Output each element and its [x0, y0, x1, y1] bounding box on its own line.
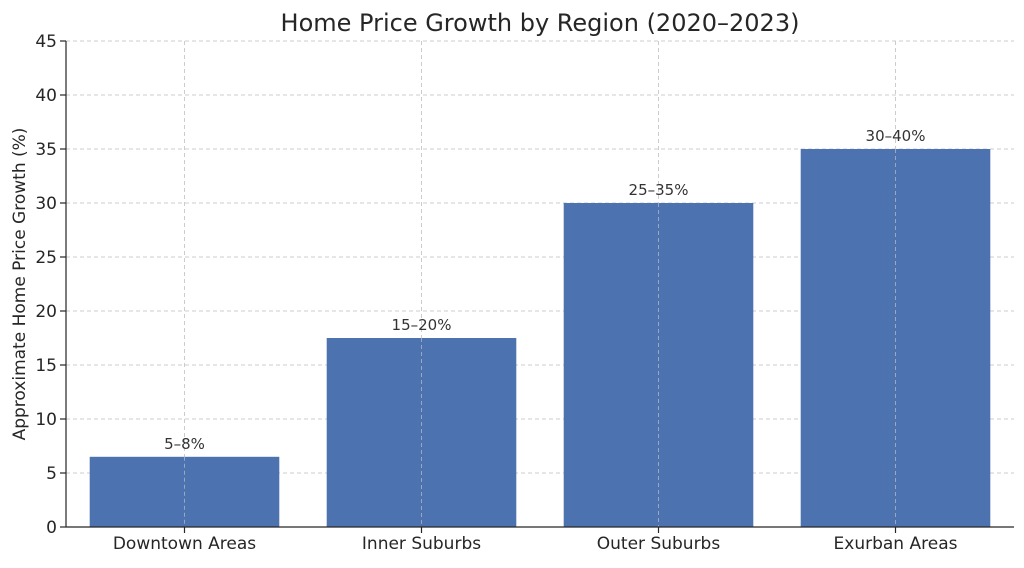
y-tick-label: 35 [35, 140, 57, 160]
data-label: 30–40% [866, 127, 926, 145]
y-tick-label: 25 [35, 248, 57, 268]
y-tick-label: 10 [35, 410, 57, 430]
y-axis-label: Approximate Home Price Growth (%) [10, 128, 30, 441]
data-label: 25–35% [629, 181, 689, 199]
y-tick-label: 40 [35, 86, 57, 106]
axes: 0 5 10 15 20 25 30 35 40 45 Downtown Areas Inner Su… [35, 32, 1014, 554]
bars [89, 149, 991, 527]
chart-title: Home Price Growth by Region (2020–2023) [281, 9, 800, 37]
x-tick-label: Inner Suburbs [362, 534, 481, 554]
y-tick-label: 20 [35, 302, 57, 322]
data-labels: 5–8% 15–20% 25–35% 30–40% [164, 127, 925, 527]
y-tick-label: 45 [35, 32, 57, 52]
y-tick-label: 30 [35, 194, 57, 214]
data-label: 15–20% [392, 316, 452, 334]
data-label: 5–8% [164, 435, 205, 453]
y-tick-label: 0 [46, 518, 57, 538]
x-tick-label: Downtown Areas [113, 534, 256, 554]
x-tick-label: Exurban Areas [834, 534, 958, 554]
y-tick-label: 15 [35, 356, 57, 376]
x-tick-label: Outer Suburbs [597, 534, 721, 554]
y-tick-label: 5 [46, 464, 57, 484]
